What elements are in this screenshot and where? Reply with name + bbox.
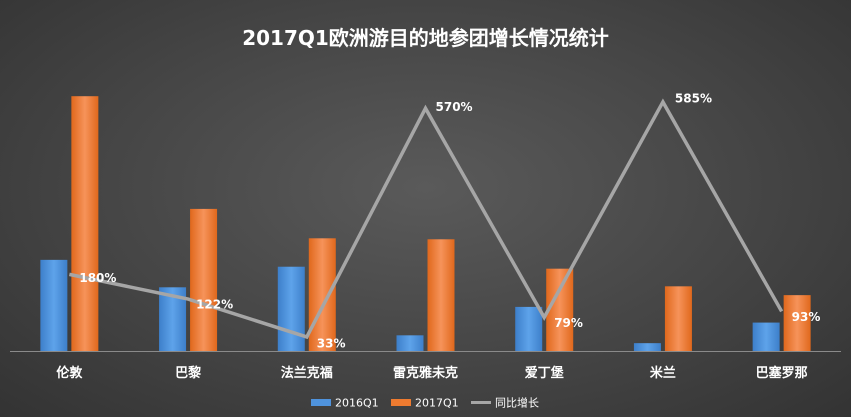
x-tick-label-伦敦: 伦敦 — [56, 365, 83, 381]
data-label-爱丁堡: 79% — [554, 316, 583, 330]
data-label-巴塞罗那: 93% — [792, 310, 821, 324]
legend-swatch-2016Q1 — [311, 399, 331, 406]
legend-label-2017Q1: 2017Q1 — [415, 397, 459, 410]
x-tick-label-米兰: 米兰 — [650, 365, 676, 381]
bar-2017Q1-爱丁堡 — [546, 268, 574, 351]
x-tick-label-巴黎: 巴黎 — [175, 365, 201, 381]
bar-2016Q1-巴塞罗那 — [752, 322, 780, 351]
chart-title: 2017Q1欧洲游目的地参团增长情况统计 — [242, 26, 609, 50]
bar-2017Q1-雷克雅未克 — [427, 239, 455, 351]
x-tick-label-巴塞罗那: 巴塞罗那 — [756, 365, 808, 381]
bar-2017Q1-法兰克福 — [308, 238, 336, 351]
bar-2016Q1-伦敦 — [40, 259, 68, 351]
data-label-米兰: 585% — [675, 91, 712, 105]
legend-label-同比增长: 同比增长 — [495, 396, 539, 410]
bar-2016Q1-法兰克福 — [277, 266, 305, 351]
legend-label-2016Q1: 2016Q1 — [335, 397, 379, 410]
bar-2017Q1-米兰 — [664, 286, 692, 351]
data-label-法兰克福: 33% — [317, 336, 346, 350]
legend-swatch-2017Q1 — [391, 399, 411, 406]
data-label-巴黎: 122% — [196, 298, 233, 312]
bar-2017Q1-伦敦 — [71, 96, 99, 351]
bar-2017Q1-巴黎 — [190, 208, 218, 351]
bar-2016Q1-雷克雅未克 — [396, 335, 424, 351]
data-label-伦敦: 180% — [79, 271, 116, 285]
x-tick-label-爱丁堡: 爱丁堡 — [525, 365, 564, 381]
data-label-雷克雅未克: 570% — [436, 100, 473, 114]
x-tick-label-雷克雅未克: 雷克雅未克 — [393, 365, 458, 381]
x-tick-label-法兰克福: 法兰克福 — [281, 365, 333, 381]
bar-2016Q1-米兰 — [633, 343, 661, 351]
bar-2016Q1-爱丁堡 — [515, 306, 543, 351]
bar-2017Q1-巴塞罗那 — [783, 295, 811, 351]
line-series-同比增长 — [69, 98, 784, 340]
